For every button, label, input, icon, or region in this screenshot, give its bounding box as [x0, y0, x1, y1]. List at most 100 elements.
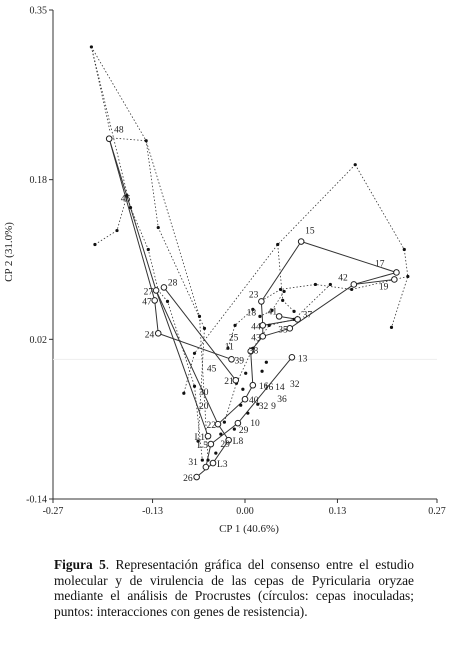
- interaction-dot: [197, 314, 202, 318]
- dotted-link: [91, 46, 111, 131]
- interaction-dot: [244, 371, 248, 375]
- strain-circle-l3: [209, 459, 217, 467]
- interaction-dot: [389, 325, 394, 329]
- strain-label-23: 23: [249, 290, 259, 300]
- interaction-dot: [146, 247, 150, 252]
- figure-caption: Figura 5. Representación gráfica del con…: [54, 557, 414, 619]
- strain-circle-24: [154, 330, 162, 337]
- strain-circle-43: [259, 333, 267, 340]
- interaction-dot: [246, 411, 250, 415]
- connection-lines: [91, 46, 409, 478]
- x-tick-label: 0.00: [236, 506, 254, 517]
- interaction-label-29: 29: [220, 440, 230, 450]
- interaction-dot: [278, 287, 283, 292]
- strain-label-15: 15: [305, 227, 315, 237]
- interaction-dot: [282, 289, 286, 294]
- plot-axes: [49, 9, 438, 503]
- strain-label-19: 19: [379, 282, 389, 292]
- strain-circle-37: [294, 316, 301, 323]
- strain-circle-16: [249, 381, 257, 389]
- interaction-label-20: 20: [199, 402, 209, 412]
- strain-circle-l8: [225, 436, 232, 444]
- strain-circle-47: [151, 297, 158, 304]
- interaction-dot: [128, 205, 133, 210]
- interaction-dot: [156, 225, 160, 230]
- dotted-link: [261, 276, 408, 301]
- strain-circle-23: [258, 298, 265, 305]
- solid-link: [108, 138, 232, 360]
- strain-label-42: 42: [338, 273, 348, 283]
- strain-circle-35: [286, 325, 294, 332]
- interaction-label-46: 46: [121, 195, 131, 205]
- strain-circle-39: [228, 355, 235, 363]
- interaction-dot: [192, 351, 197, 355]
- interaction-dot: [196, 439, 200, 443]
- interaction-label-30: 30: [199, 388, 209, 398]
- strain-label-26: 26: [183, 474, 193, 484]
- interaction-dot: [251, 307, 255, 311]
- interaction-dot: [276, 242, 280, 247]
- interaction-dot: [264, 360, 268, 364]
- strain-circle-31: [202, 463, 210, 471]
- strain-label-29: 29: [239, 426, 249, 436]
- figure-caption-number: 5: [99, 557, 106, 572]
- procrustes-scatter-plot: 48 27 28 47 24 15 17 42 19 23 41 37 44 35 43 38 13 39 21 16…: [3, 6, 446, 536]
- y-axis-label: CP 2 (31.0%): [3, 222, 15, 282]
- strain-label-22: 22: [206, 421, 216, 431]
- strain-label-l8: L8: [233, 437, 244, 447]
- strain-circle-17: [393, 269, 400, 276]
- strain-label-43: 43: [251, 333, 261, 343]
- interaction-dot: [222, 420, 226, 424]
- interaction-dot: [260, 369, 264, 373]
- interaction-label-36: 36: [277, 395, 287, 405]
- interaction-label-14: 14: [275, 383, 285, 393]
- interaction-label-45: 45: [207, 364, 217, 374]
- strain-label-41: 41: [268, 307, 278, 317]
- dotted-link: [354, 164, 409, 328]
- interaction-label-32: 32: [290, 380, 300, 390]
- strain-circle-29: [234, 419, 242, 427]
- interaction-dot: [115, 228, 119, 233]
- x-tick-label: -0.27: [43, 506, 64, 517]
- solid-link: [205, 356, 293, 468]
- interaction-label-9: 9: [271, 402, 276, 412]
- dotted-link: [91, 46, 205, 442]
- strain-label-38: 38: [249, 346, 259, 356]
- strain-circle-44: [259, 322, 267, 329]
- strain-circle-15: [297, 238, 305, 245]
- strain-label-27: 27: [144, 287, 154, 297]
- strain-label-17: 17: [375, 259, 385, 269]
- interaction-dot: [292, 309, 296, 313]
- interaction-label-25: 25: [229, 333, 239, 343]
- interaction-label-10: 10: [250, 419, 260, 429]
- interaction-label-16: 16: [264, 383, 274, 393]
- strain-label-37: 37: [303, 310, 313, 320]
- strain-circle-28: [160, 284, 168, 291]
- strain-circle-42: [350, 281, 358, 288]
- interaction-dot: [313, 282, 317, 287]
- strain-label-39: 39: [234, 356, 244, 366]
- data-marks: 48 27 28 47 24 15 17 42 19 23 41 37 44 35 43 38 13 39 21 16…: [89, 45, 410, 484]
- strain-label-24: 24: [145, 330, 155, 340]
- strain-label-44: 44: [251, 322, 261, 332]
- tick-labels: -0.27 -0.13 0.00 0.13 0.27 -0.14 0.02 0.18 0.35: [26, 6, 446, 518]
- interaction-dot: [258, 314, 262, 318]
- strain-label-21: 21: [224, 377, 234, 387]
- y-tick-label: 0.35: [30, 6, 48, 17]
- interaction-dot: [182, 391, 186, 395]
- x-axis-label: CP 1 (40.6%): [219, 523, 279, 535]
- x-tick-label: 0.13: [329, 506, 347, 517]
- interaction-dot: [125, 194, 129, 198]
- dotted-link: [109, 137, 209, 461]
- interaction-dot: [267, 323, 271, 327]
- interaction-label-32: 32: [259, 402, 269, 412]
- strain-label-l5: L5: [197, 441, 208, 451]
- solid-link: [353, 278, 395, 285]
- strain-label-40: 40: [249, 396, 259, 406]
- x-tick-label: 0.27: [428, 506, 446, 517]
- solid-link: [108, 138, 219, 425]
- interaction-dot: [239, 403, 243, 407]
- strain-circle-22: [214, 420, 222, 428]
- strain-circle-19: [391, 276, 398, 283]
- strain-label-48: 48: [114, 126, 124, 136]
